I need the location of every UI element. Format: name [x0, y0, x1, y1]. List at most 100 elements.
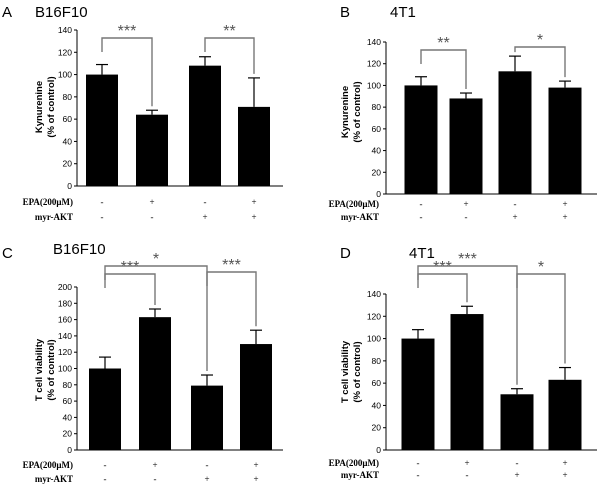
bar	[548, 379, 582, 450]
bar	[240, 344, 272, 450]
y-tick-label: 20	[372, 423, 382, 433]
y-tick-label: 40	[372, 146, 382, 156]
significance-bracket	[204, 37, 255, 74]
condition-value: -	[101, 212, 104, 222]
y-tick-label: 140	[367, 37, 381, 47]
y-tick-label: 120	[58, 347, 72, 357]
y-axis-label: T cell viability	[34, 338, 45, 401]
condition-value: -	[206, 460, 209, 470]
condition-value: -	[154, 474, 157, 484]
condition-value: +	[463, 199, 468, 209]
significance-bracket	[516, 273, 566, 364]
y-tick-label: 60	[372, 124, 382, 134]
condition-label: EPA(200μM)	[23, 197, 73, 207]
y-tick-label: 100	[58, 70, 72, 80]
y-tick-label: 160	[58, 315, 72, 325]
y-tick-label: 20	[63, 159, 73, 169]
y-axis-label: T cell viability	[340, 340, 351, 403]
panel-letter: C	[2, 245, 13, 262]
bar	[548, 87, 582, 194]
condition-value: -	[516, 458, 519, 468]
y-tick-label: 140	[367, 289, 381, 299]
condition-value: +	[253, 460, 258, 470]
significance-bracket	[101, 37, 153, 107]
bar	[404, 85, 438, 194]
y-tick-label: 40	[63, 136, 73, 146]
condition-value: +	[562, 199, 567, 209]
bar	[449, 98, 483, 194]
condition-label: myr-AKT	[341, 470, 379, 480]
y-tick-label: 60	[372, 378, 382, 388]
y-axis-label: (% of control)	[352, 81, 363, 142]
condition-value: -	[417, 458, 420, 468]
y-tick-label: 80	[63, 92, 73, 102]
condition-label: EPA(200μM)	[329, 458, 379, 468]
y-tick-label: 100	[58, 364, 72, 374]
significance-label: *	[538, 259, 544, 276]
panel-a: A B16F10 0 20 40 60 80 100 120 140 Kynurenine (% of…	[2, 4, 283, 222]
y-axis-label: (% of control)	[46, 76, 57, 137]
condition-value: +	[204, 474, 209, 484]
condition-value: -	[417, 470, 420, 480]
y-tick-label: 120	[367, 59, 381, 69]
bar	[498, 71, 532, 194]
significance-label: ***	[458, 251, 477, 268]
significance-bracket	[514, 46, 566, 78]
bar	[136, 114, 168, 186]
panel-b: B 4T1 0 20 40 60 80 100 120 140 Kynurenine (% of co…	[329, 4, 597, 222]
y-tick-label: 40	[372, 400, 382, 410]
condition-value: -	[514, 199, 517, 209]
bar	[238, 106, 270, 186]
y-tick-label: 80	[372, 356, 382, 366]
significance-bracket	[104, 265, 208, 372]
bar	[89, 368, 121, 450]
y-tick-label: 80	[372, 102, 382, 112]
bar	[189, 65, 221, 186]
y-tick-label: 180	[58, 298, 72, 308]
y-tick-label: 60	[63, 114, 73, 124]
y-axis-label: (% of control)	[352, 341, 363, 402]
condition-value: -	[204, 197, 207, 207]
y-tick-label: 60	[63, 396, 73, 406]
y-tick-label: 200	[58, 282, 72, 292]
condition-value: -	[466, 470, 469, 480]
condition-value: +	[253, 474, 258, 484]
condition-value: +	[251, 197, 256, 207]
condition-value: +	[464, 458, 469, 468]
panel-title: 4T1	[390, 4, 416, 21]
significance-bracket	[417, 265, 518, 385]
condition-value: +	[149, 197, 154, 207]
condition-label: EPA(200μM)	[329, 199, 379, 209]
bar	[191, 385, 223, 450]
condition-value: +	[562, 470, 567, 480]
y-tick-label: 0	[67, 181, 72, 191]
condition-value: +	[562, 212, 567, 222]
bar	[401, 338, 435, 450]
bar	[450, 314, 484, 450]
significance-label: **	[437, 35, 449, 52]
bar	[500, 394, 534, 450]
y-tick-label: 0	[67, 445, 72, 455]
condition-value: +	[202, 212, 207, 222]
condition-value: -	[151, 212, 154, 222]
y-axis-label: Kynurenine	[340, 86, 351, 138]
significance-bracket	[420, 49, 467, 90]
condition-value: -	[104, 460, 107, 470]
y-tick-label: 120	[58, 47, 72, 57]
significance-label: ***	[118, 23, 137, 40]
significance-bracket	[206, 271, 257, 327]
panel-letter: B	[340, 4, 350, 21]
y-tick-label: 0	[376, 445, 381, 455]
panel-letter: A	[2, 4, 12, 21]
condition-value: +	[152, 460, 157, 470]
condition-value: -	[465, 212, 468, 222]
condition-label: myr-AKT	[35, 474, 73, 484]
condition-label: myr-AKT	[341, 212, 379, 222]
condition-value: -	[420, 212, 423, 222]
significance-label: **	[223, 23, 235, 40]
condition-label: myr-AKT	[35, 212, 73, 222]
y-tick-label: 100	[367, 334, 381, 344]
y-tick-label: 20	[372, 167, 382, 177]
y-axis-label: Kynurenine	[34, 81, 45, 133]
